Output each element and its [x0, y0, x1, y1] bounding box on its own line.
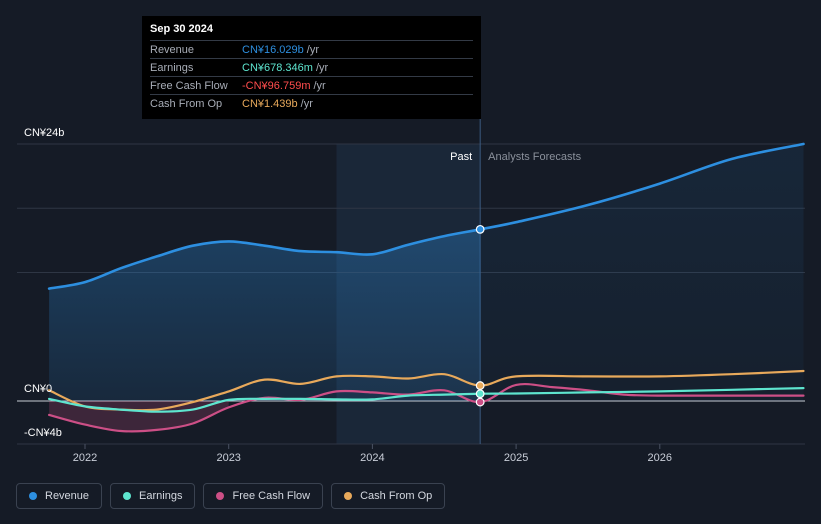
past-label: Past	[450, 151, 472, 163]
tooltip-row-cash-from-op: Cash From Op CN¥1.439b /yr	[150, 94, 473, 112]
hover-tooltip: Sep 30 2024 Revenue CN¥16.029b /yr Earni…	[142, 16, 481, 119]
tooltip-value: CN¥16.029b	[242, 43, 304, 56]
forecast-label: Analysts Forecasts	[488, 151, 581, 163]
tooltip-date: Sep 30 2024	[150, 23, 213, 35]
tooltip-label: Earnings	[150, 61, 194, 74]
series-marker	[475, 397, 485, 407]
revenue-area-forecast	[480, 144, 804, 401]
tooltip-row-revenue: Revenue CN¥16.029b /yr	[150, 40, 473, 58]
y-axis-min-label: -CN¥4b	[24, 427, 62, 439]
cash-from-op-line	[48, 369, 805, 412]
tooltip-value: CN¥678.346m	[242, 61, 313, 74]
x-tick-label: 2023	[216, 452, 240, 464]
legend-label: Cash From Op	[360, 490, 433, 502]
tooltip-value: CN¥1.439b	[242, 97, 298, 110]
chart-legend: Revenue Earnings Free Cash Flow Cash Fro…	[16, 483, 446, 509]
revenue-line	[47, 142, 805, 290]
y-axis-zero-label: CN¥0	[24, 383, 52, 395]
tooltip-unit: /yr	[313, 79, 326, 92]
legend-item-free-cash-flow[interactable]: Free Cash Flow	[203, 483, 324, 509]
tooltip-row-free-cash-flow: Free Cash Flow -CN¥96.759m /yr	[150, 76, 473, 94]
y-axis-max-label: CN¥24b	[24, 127, 64, 139]
tooltip-value: -CN¥96.759m	[242, 79, 311, 92]
legend-item-cash-from-op[interactable]: Cash From Op	[331, 483, 446, 509]
legend-dot-icon	[29, 492, 37, 500]
tooltip-label: Free Cash Flow	[150, 79, 228, 92]
tooltip-label: Cash From Op	[150, 97, 223, 110]
legend-label: Earnings	[139, 490, 183, 502]
legend-label: Free Cash Flow	[232, 490, 311, 502]
tooltip-unit: /yr	[306, 43, 320, 56]
earnings-line	[48, 387, 805, 413]
legend-dot-icon	[123, 492, 132, 500]
x-tick-label: 2022	[73, 452, 97, 464]
series-marker	[475, 381, 485, 390]
legend-item-earnings[interactable]: Earnings	[110, 483, 196, 509]
legend-item-revenue[interactable]: Revenue	[16, 483, 103, 509]
tooltip-row-earnings: Earnings CN¥678.346m /yr	[150, 58, 473, 76]
x-tick-label: 2024	[360, 452, 384, 464]
free-cash-flow-line	[48, 382, 805, 433]
revenue-area-past	[49, 229, 481, 401]
series-marker	[475, 224, 485, 234]
tooltip-label: Revenue	[150, 43, 195, 56]
legend-label: Revenue	[45, 490, 90, 502]
x-tick-label: 2026	[648, 452, 672, 464]
x-tick-label: 2025	[504, 452, 528, 464]
legend-dot-icon	[216, 492, 225, 500]
legend-dot-icon	[344, 492, 353, 500]
series-marker	[475, 389, 485, 399]
tooltip-unit: /yr	[300, 97, 313, 110]
tooltip-unit: /yr	[315, 61, 329, 74]
